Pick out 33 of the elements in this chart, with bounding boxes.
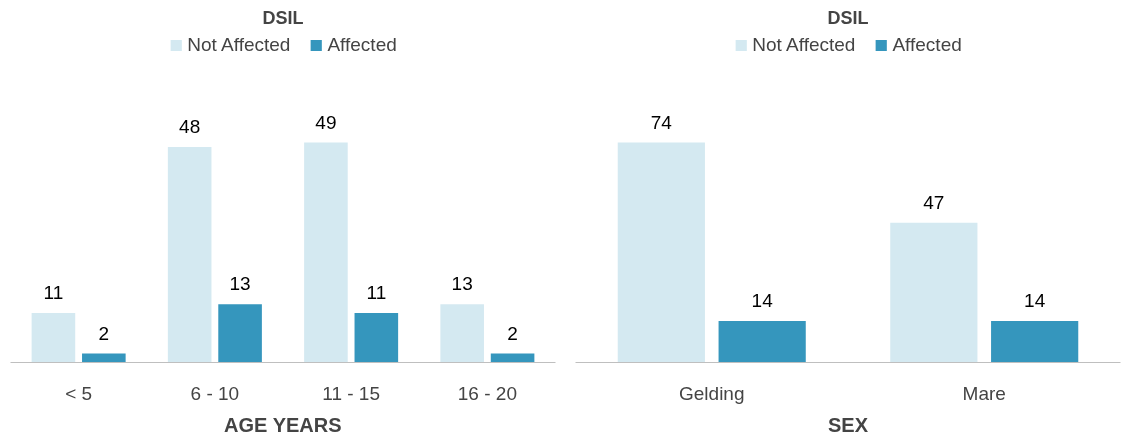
x-axis-title: SEX: [827, 413, 869, 436]
data-label: 11: [366, 282, 387, 304]
x-tick-label: < 5: [65, 382, 93, 404]
data-label: 13: [451, 273, 473, 295]
x-tick-label: 6 - 10: [190, 382, 240, 404]
x-tick-label: 16 - 20: [457, 382, 517, 404]
bar: [167, 146, 212, 363]
x-tick-label: Gelding: [679, 382, 745, 404]
x-tick-label: 11 - 15: [322, 382, 380, 404]
chart-title: DSIL: [262, 7, 304, 28]
bar: [354, 313, 399, 363]
data-label: 48: [179, 115, 201, 137]
legend-label: Affected: [892, 34, 962, 56]
legend-label: Affected: [327, 34, 397, 56]
data-label: 11: [43, 282, 64, 304]
data-label: 47: [923, 191, 945, 213]
legend-label: Not Affected: [752, 34, 856, 56]
bar: [218, 304, 262, 363]
bar: [304, 142, 348, 363]
bar: [82, 353, 126, 363]
data-label: 2: [98, 322, 110, 344]
data-label: 49: [315, 111, 337, 133]
data-label: 14: [751, 289, 774, 311]
data-label: 14: [1024, 289, 1046, 311]
legend-label: Not Affected: [187, 34, 291, 56]
x-tick-label: Mare: [962, 382, 1006, 404]
chart-title: DSIL: [827, 7, 869, 28]
data-label: 74: [650, 111, 673, 133]
data-label: 2: [507, 322, 518, 344]
bar: [440, 304, 484, 363]
x-axis-title: AGE YEARS: [224, 413, 342, 436]
bar: [31, 313, 76, 363]
data-label: 13: [229, 273, 251, 295]
